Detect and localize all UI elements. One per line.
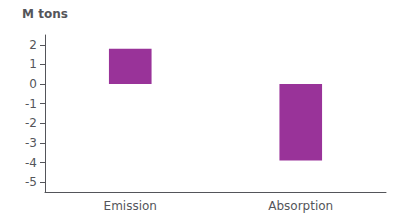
svg-text:-3: -3 [25, 136, 37, 150]
svg-text:-5: -5 [25, 175, 37, 189]
svg-text:-1: -1 [25, 97, 37, 111]
svg-text:Emission: Emission [104, 199, 157, 213]
svg-text:-4: -4 [25, 156, 37, 170]
svg-text:-2: -2 [25, 116, 37, 130]
svg-text:2: 2 [29, 38, 37, 52]
svg-text:0: 0 [29, 77, 37, 91]
svg-text:1: 1 [29, 57, 37, 71]
svg-text:Absorption: Absorption [268, 199, 333, 213]
svg-text:M tons: M tons [22, 7, 68, 21]
